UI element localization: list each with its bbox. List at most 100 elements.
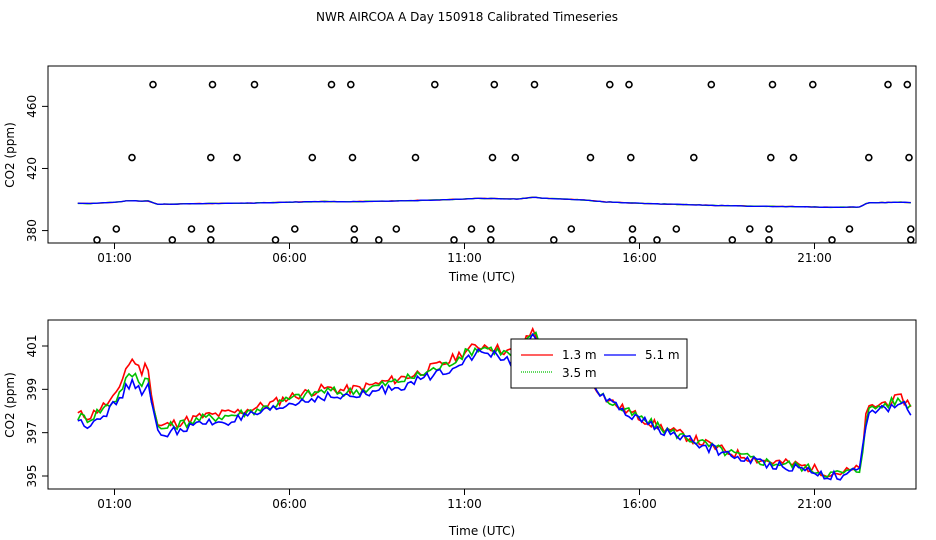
scatter-point: [374, 236, 383, 244]
series-line-3-5-m: [77, 331, 912, 478]
scatter-point: [511, 153, 520, 162]
scatter-panel: 01:00 06:00 11:00 16:00 21:00 380 420 460 Time…: [3, 65, 917, 284]
scatter-point: [586, 153, 595, 162]
scatter-x-tick-label: 16:00: [622, 251, 657, 265]
scatter-point: [884, 80, 892, 89]
series-line-5-1-m: [77, 332, 912, 481]
scatter-point: [765, 236, 773, 244]
line-x-tick-label: 01:00: [97, 497, 132, 511]
scatter-x-tick-label: 01:00: [97, 251, 132, 265]
scatter-point: [605, 80, 614, 89]
scatter-point: [250, 80, 259, 89]
scatter-point: [93, 236, 101, 244]
line-plot-frame: [47, 319, 917, 490]
scatter-point: [350, 225, 359, 233]
line-x-tick-label: 11:00: [447, 497, 482, 511]
scatter-point: [625, 80, 633, 89]
scatter-point: [207, 225, 215, 233]
legend-label-1-3m: 1.3 m: [562, 348, 597, 362]
scatter-point: [653, 236, 661, 244]
scatter-point: [488, 153, 497, 162]
scatter-point: [450, 236, 458, 244]
scatter-point: [745, 225, 754, 233]
scatter-point: [290, 225, 299, 233]
scatter-point: [348, 153, 357, 162]
line-y-axis: 395 397 399 401: [25, 335, 48, 488]
line-y-tick-label: 395: [25, 465, 39, 488]
scatter-point: [808, 80, 817, 89]
scatter-point: [327, 80, 336, 89]
scatter-point: [689, 153, 698, 162]
scatter-point: [112, 225, 121, 233]
scatter-point: [707, 80, 716, 89]
scatter-point: [728, 236, 737, 244]
scatter-point: [628, 225, 637, 233]
scatter-point: [128, 153, 136, 162]
scatter-point: [828, 236, 836, 244]
line-y-tick-label: 399: [25, 378, 39, 401]
scatter-y-axis: 380 420 460: [25, 95, 48, 242]
scatter-plot-frame: [47, 65, 917, 244]
legend-box: [510, 338, 688, 389]
scatter-x-tick-label: 11:00: [447, 251, 482, 265]
scatter-point: [549, 236, 558, 244]
scatter-point: [567, 225, 576, 233]
scatter-y-tick-label: 460: [25, 95, 39, 118]
scatter-point: [392, 225, 401, 233]
scatter-point: [346, 80, 355, 89]
line-x-tick-label: 16:00: [622, 497, 657, 511]
line-x-axis-label: Time (UTC): [448, 524, 515, 538]
line-series: [77, 326, 912, 481]
scatter-point: [672, 225, 681, 233]
scatter-point: [207, 236, 215, 244]
line-x-tick-label: 21:00: [797, 497, 832, 511]
scatter-point: [207, 153, 215, 162]
legend-label-5-1m: 5.1 m: [645, 348, 680, 362]
figure-title: NWR AIRCOA A Day 150918 Calibrated Times…: [316, 10, 618, 24]
legend-label-3-5m: 3.5 m: [562, 366, 597, 380]
scatter-point: [308, 153, 317, 162]
scatter-point: [486, 236, 495, 244]
scatter-point: [765, 225, 773, 233]
scatter-point: [766, 153, 775, 162]
scatter-x-tick-label: 06:00: [272, 251, 307, 265]
scatter-point: [768, 80, 777, 89]
scatter-point: [233, 153, 241, 162]
scatter-point: [149, 80, 157, 89]
scatter-series-lines: [77, 196, 911, 209]
scatter-x-axis-label: Time (UTC): [448, 270, 515, 284]
scatter-point: [467, 225, 476, 233]
scatter-point: [430, 80, 439, 89]
scatter-point: [845, 225, 854, 233]
scatter-x-tick-label: 21:00: [797, 251, 832, 265]
scatter-point: [411, 153, 420, 162]
scatter-point: [905, 153, 913, 162]
scatter-point: [789, 153, 798, 162]
scatter-point: [906, 225, 915, 233]
scatter-point: [530, 80, 539, 89]
scatter-point: [628, 236, 637, 244]
scatter-point: [903, 80, 912, 89]
scatter-points: [93, 80, 915, 244]
scatter-point: [350, 236, 359, 244]
scatter-y-tick-label: 380: [25, 219, 39, 242]
line-x-tick-label: 06:00: [272, 497, 307, 511]
scatter-point: [486, 225, 495, 233]
scatter-point: [864, 153, 873, 162]
scatter-point: [271, 236, 280, 244]
scatter-y-axis-label: CO2 (ppm): [3, 122, 17, 188]
scatter-y-tick-label: 420: [25, 157, 39, 180]
scatter-series-line-blue: [77, 196, 911, 209]
scatter-point: [208, 80, 217, 89]
legend: 1.3 m 5.1 m 3.5 m: [510, 338, 688, 389]
scatter-point: [626, 153, 635, 162]
line-y-tick-label: 397: [25, 421, 39, 444]
scatter-point: [490, 80, 499, 89]
scatter-point: [187, 225, 196, 233]
line-y-tick-label: 401: [25, 335, 39, 358]
scatter-x-axis: 01:00 06:00 11:00 16:00 21:00: [97, 243, 832, 265]
scatter-point: [168, 236, 177, 244]
line-panel: 01:00 06:00 11:00 16:00 21:00 395 397 399 401 T…: [3, 319, 917, 538]
line-y-axis-label: CO2 (ppm): [3, 372, 17, 438]
